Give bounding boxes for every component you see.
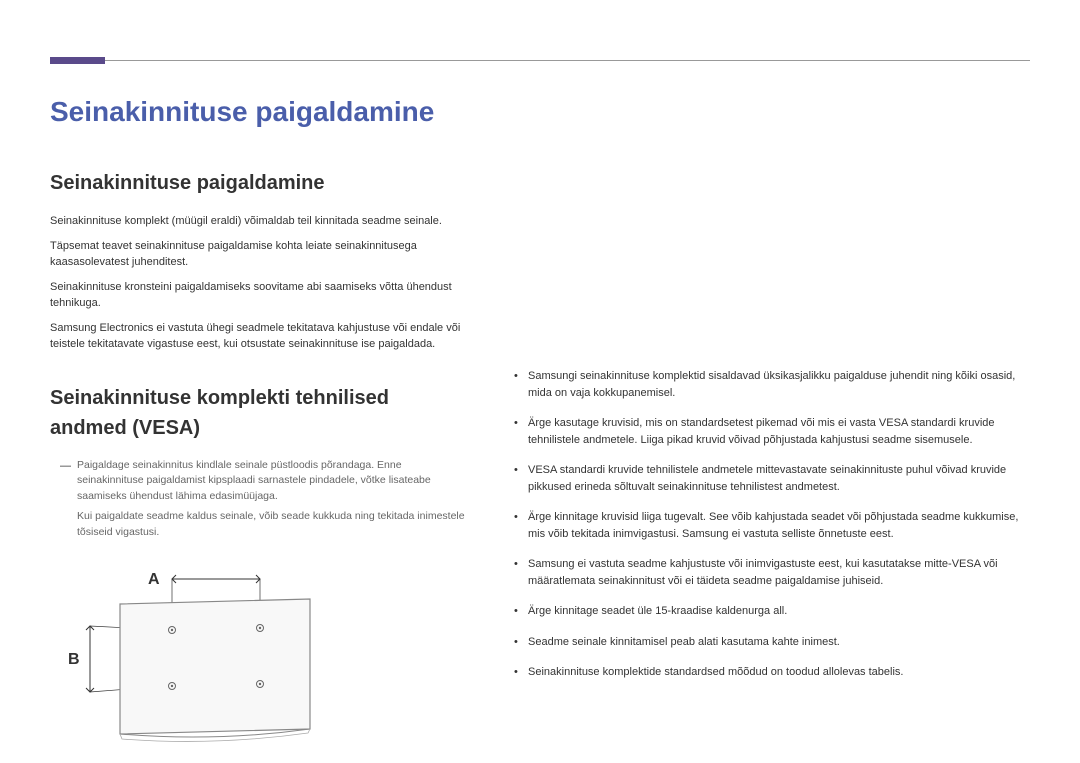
- bullet-item: Ärge kasutage kruvisid, mis on standards…: [510, 415, 1030, 448]
- bullet-item: Seinakinnituse komplektide standardsed m…: [510, 664, 1030, 681]
- section1-p3: Seinakinnituse kronsteini paigaldamiseks…: [50, 279, 470, 312]
- vesa-diagram: A B: [60, 564, 470, 760]
- page-title: Seinakinnituse paigaldamine: [50, 91, 1030, 133]
- section1-p2: Täpsemat teavet seinakinnituse paigaldam…: [50, 238, 470, 271]
- bullet-list: Samsungi seinakinnituse komplektid sisal…: [510, 368, 1030, 681]
- bullet-item: Samsungi seinakinnituse komplektid sisal…: [510, 368, 1030, 401]
- bullet-item: Samsung ei vastuta seadme kahjustuste võ…: [510, 556, 1030, 589]
- right-column: Samsungi seinakinnituse komplektid sisal…: [510, 168, 1030, 760]
- section2-heading: Seinakinnituse komplekti tehnilised andm…: [50, 383, 470, 443]
- bullet-item: VESA standardi kruvide tehnilistele andm…: [510, 462, 1030, 495]
- label-b: B: [68, 651, 80, 668]
- section2-note: ― Paigaldage seinakinnitus kindlale sein…: [50, 458, 470, 545]
- note-p1: Paigaldage seinakinnitus kindlale seinal…: [77, 458, 470, 505]
- bullet-item: Ärge kinnitage kruvisid liiga tugevalt. …: [510, 509, 1030, 542]
- dash-icon: ―: [60, 458, 71, 545]
- section1-p1: Seinakinnituse komplekt (müügil eraldi) …: [50, 213, 470, 230]
- section1-body: Seinakinnituse komplekt (müügil eraldi) …: [50, 213, 470, 353]
- section1-heading: Seinakinnituse paigaldamine: [50, 168, 470, 198]
- label-a: A: [148, 571, 160, 588]
- bullet-item: Ärge kinnitage seadet üle 15-kraadise ka…: [510, 603, 1030, 620]
- left-column: Seinakinnituse paigaldamine Seinakinnitu…: [50, 168, 470, 760]
- section1-p4: Samsung Electronics ei vastuta ühegi sea…: [50, 320, 470, 353]
- content-columns: Seinakinnituse paigaldamine Seinakinnitu…: [50, 168, 1030, 760]
- note-body: Paigaldage seinakinnitus kindlale seinal…: [77, 458, 470, 545]
- note-p2: Kui paigaldate seadme kaldus seinale, võ…: [77, 509, 470, 541]
- header-rule: [50, 60, 1030, 61]
- bullet-item: Seadme seinale kinnitamisel peab alati k…: [510, 634, 1030, 651]
- diagram-svg: A B: [60, 564, 320, 754]
